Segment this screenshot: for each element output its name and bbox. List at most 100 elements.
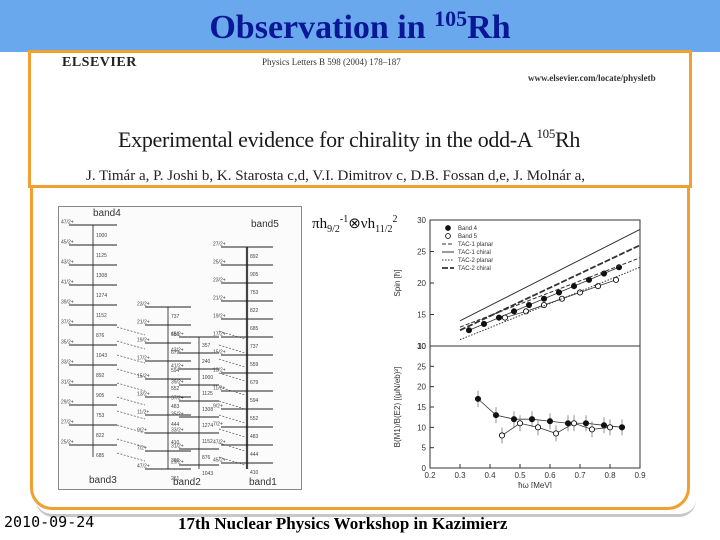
data-point	[510, 416, 518, 423]
data-point	[498, 432, 506, 439]
band-label: band1	[249, 477, 277, 488]
spin-label: 17/2+	[213, 332, 226, 338]
spin-label: 31/2+	[171, 444, 184, 450]
spin-label: 13/2+	[213, 368, 226, 374]
interband-transition	[218, 372, 246, 382]
gamma-energy: 892	[96, 373, 105, 379]
data-point	[582, 420, 590, 427]
gamma-energy: 1125	[96, 253, 107, 259]
paper-authors-overflow: J. Timár a, P. Joshi b, K. Starosta c,d,…	[60, 186, 690, 194]
gamma-energy: 1125	[202, 391, 213, 397]
spin-label: 47/2+	[61, 220, 74, 226]
gamma-energy: 753	[96, 413, 105, 419]
journal-reference: Physics Letters B 598 (2004) 178–187	[262, 57, 401, 67]
footer-event: 17th Nuclear Physics Workshop in Kazimie…	[178, 514, 508, 533]
spin-label: 37/2+	[171, 396, 184, 402]
spin-label: 41/2+	[61, 280, 74, 286]
title-bar	[0, 0, 720, 52]
spin-label: 19/2+	[213, 314, 226, 320]
data-point	[492, 412, 500, 419]
data-point	[552, 430, 560, 437]
spin-label: 39/2+	[171, 380, 184, 386]
slide-frame	[30, 52, 690, 510]
spin-and-bm1be2-plots: 10 15 20 25 30 Spin [ħ] Band 4 Band 5 TAC-1 plan…	[393, 216, 646, 488]
spin-label: 35/2+	[171, 412, 184, 418]
model-line	[459, 266, 641, 341]
data-point	[585, 276, 593, 283]
data-point	[528, 416, 536, 423]
gamma-energy: 905	[96, 393, 105, 399]
spin-label: 19/2+	[137, 338, 150, 344]
gamma-energy: 1308	[96, 273, 107, 279]
paper-authors: J. Timár a, P. Joshi b, K. Starosta c,d,…	[86, 168, 586, 184]
x-tick-label: 0.5	[514, 471, 526, 480]
gamma-energy: 552	[250, 416, 259, 422]
data-point	[606, 424, 614, 431]
gamma-energy: 1043	[96, 353, 107, 359]
gamma-energy: 559	[250, 362, 259, 368]
spin-label: 23/2+	[137, 302, 150, 308]
interband-transition	[116, 368, 146, 378]
gamma-energy: 240	[202, 359, 211, 365]
data-point	[510, 308, 518, 315]
level-scheme: band4 band5 band3 band2 band1 47/2+ 1000 4…	[58, 206, 302, 490]
publisher-logo: ELSEVIER	[62, 55, 137, 70]
gamma-energy: 357	[202, 343, 211, 349]
gamma-energy: 444	[171, 422, 180, 428]
spin-label: 45/2+	[213, 458, 226, 464]
legend-marker	[445, 225, 451, 231]
gamma-energy: 876	[96, 333, 105, 339]
spin-label: 43/2+	[171, 348, 184, 354]
y-axis-label: B(M1)/B(E2) [(μN/eb)²]	[393, 367, 402, 448]
x-tick-label: 0.4	[484, 471, 496, 480]
interband-transition	[218, 456, 246, 466]
spin-label: 15/2+	[137, 374, 150, 380]
slide-title: Observation in 105Rh	[209, 6, 511, 46]
x-tick-label: 0.8	[604, 471, 616, 480]
x-tick-label: 0.7	[574, 471, 586, 480]
legend-label: Band 5	[458, 234, 478, 240]
data-point	[618, 424, 626, 431]
gamma-energy: 685	[250, 326, 259, 332]
spin-label: 33/2+	[61, 360, 74, 366]
data-point	[570, 420, 578, 427]
gamma-energy: 822	[250, 308, 259, 314]
interband-transition	[218, 344, 246, 354]
gamma-energy: 892	[250, 254, 259, 260]
y-axis-label: Spin [ħ]	[393, 269, 402, 296]
gamma-energy: 261	[171, 476, 180, 482]
spin-label: 43/2+	[61, 260, 74, 266]
data-point	[546, 418, 554, 425]
gamma-energy: 444	[250, 452, 259, 458]
gamma-energy: 679	[171, 350, 180, 356]
interband-transition	[218, 330, 246, 340]
gamma-energy: 1043	[202, 471, 213, 477]
paper-header	[28, 50, 692, 188]
legend-label: TAC-1 chiral	[458, 250, 491, 256]
gamma-energy: 1152	[96, 313, 107, 319]
gamma-energy: 1000	[202, 375, 213, 381]
y-tick-label: 5	[422, 444, 427, 453]
data-point	[522, 308, 530, 315]
spin-label: 45/2+	[171, 332, 184, 338]
spin-label: 11/2+	[137, 410, 149, 416]
spin-label: 41/2+	[171, 364, 184, 370]
spin-label: 25/2+	[61, 440, 74, 446]
legend-label: Band 4	[458, 226, 478, 232]
x-axis-label: ħω [MeV]	[518, 481, 552, 488]
legend-label: TAC-1 planar	[458, 242, 493, 248]
gamma-energy: 1308	[202, 407, 213, 413]
interband-transition	[218, 428, 246, 438]
plot-frame	[429, 345, 641, 469]
band-label: band4	[93, 208, 121, 219]
model-line	[459, 229, 641, 322]
legend-label: TAC-2 chiral	[458, 266, 491, 272]
interband-transition	[116, 438, 146, 448]
data-point	[480, 320, 488, 327]
spin-label: 11/2+	[213, 386, 225, 392]
spin-label: 13/2+	[137, 392, 150, 398]
legend-marker	[445, 233, 451, 239]
data-point	[588, 426, 596, 433]
gamma-energy: 552	[171, 386, 180, 392]
spin-label: 21/2+	[137, 320, 150, 326]
